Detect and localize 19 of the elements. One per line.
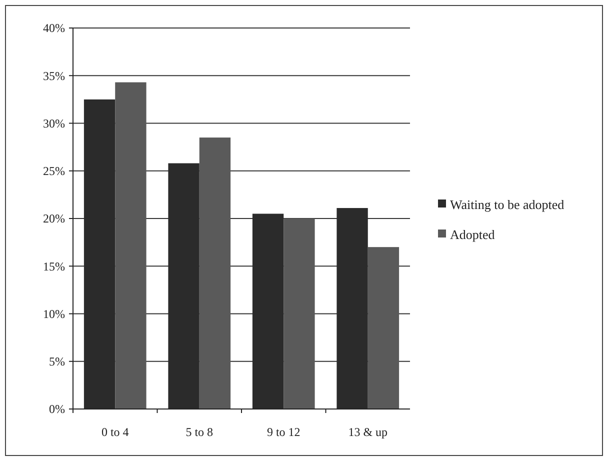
y-tick-label: 0% xyxy=(49,402,65,416)
x-tick-label: 9 to 12 xyxy=(266,425,300,439)
y-tick-label: 5% xyxy=(49,354,65,369)
y-tick-label: 15% xyxy=(43,259,65,274)
bar xyxy=(115,82,146,409)
y-tick-label: 25% xyxy=(43,164,65,178)
x-tick-label: 5 to 8 xyxy=(186,425,214,439)
y-tick-label: 40% xyxy=(43,21,65,36)
y-tick-label: 20% xyxy=(43,212,65,226)
y-tick-label: 10% xyxy=(43,306,65,321)
x-tick-label: 0 to 4 xyxy=(101,425,129,439)
legend-label: Waiting to be adopted xyxy=(450,197,565,212)
bar xyxy=(199,138,231,409)
y-tick-label: 35% xyxy=(43,68,65,83)
bar xyxy=(368,247,400,409)
legend-label: Adopted xyxy=(450,227,496,242)
bar xyxy=(284,218,315,409)
x-tick-label: 13 & up xyxy=(348,425,388,439)
y-tick-label: 30% xyxy=(43,116,65,130)
